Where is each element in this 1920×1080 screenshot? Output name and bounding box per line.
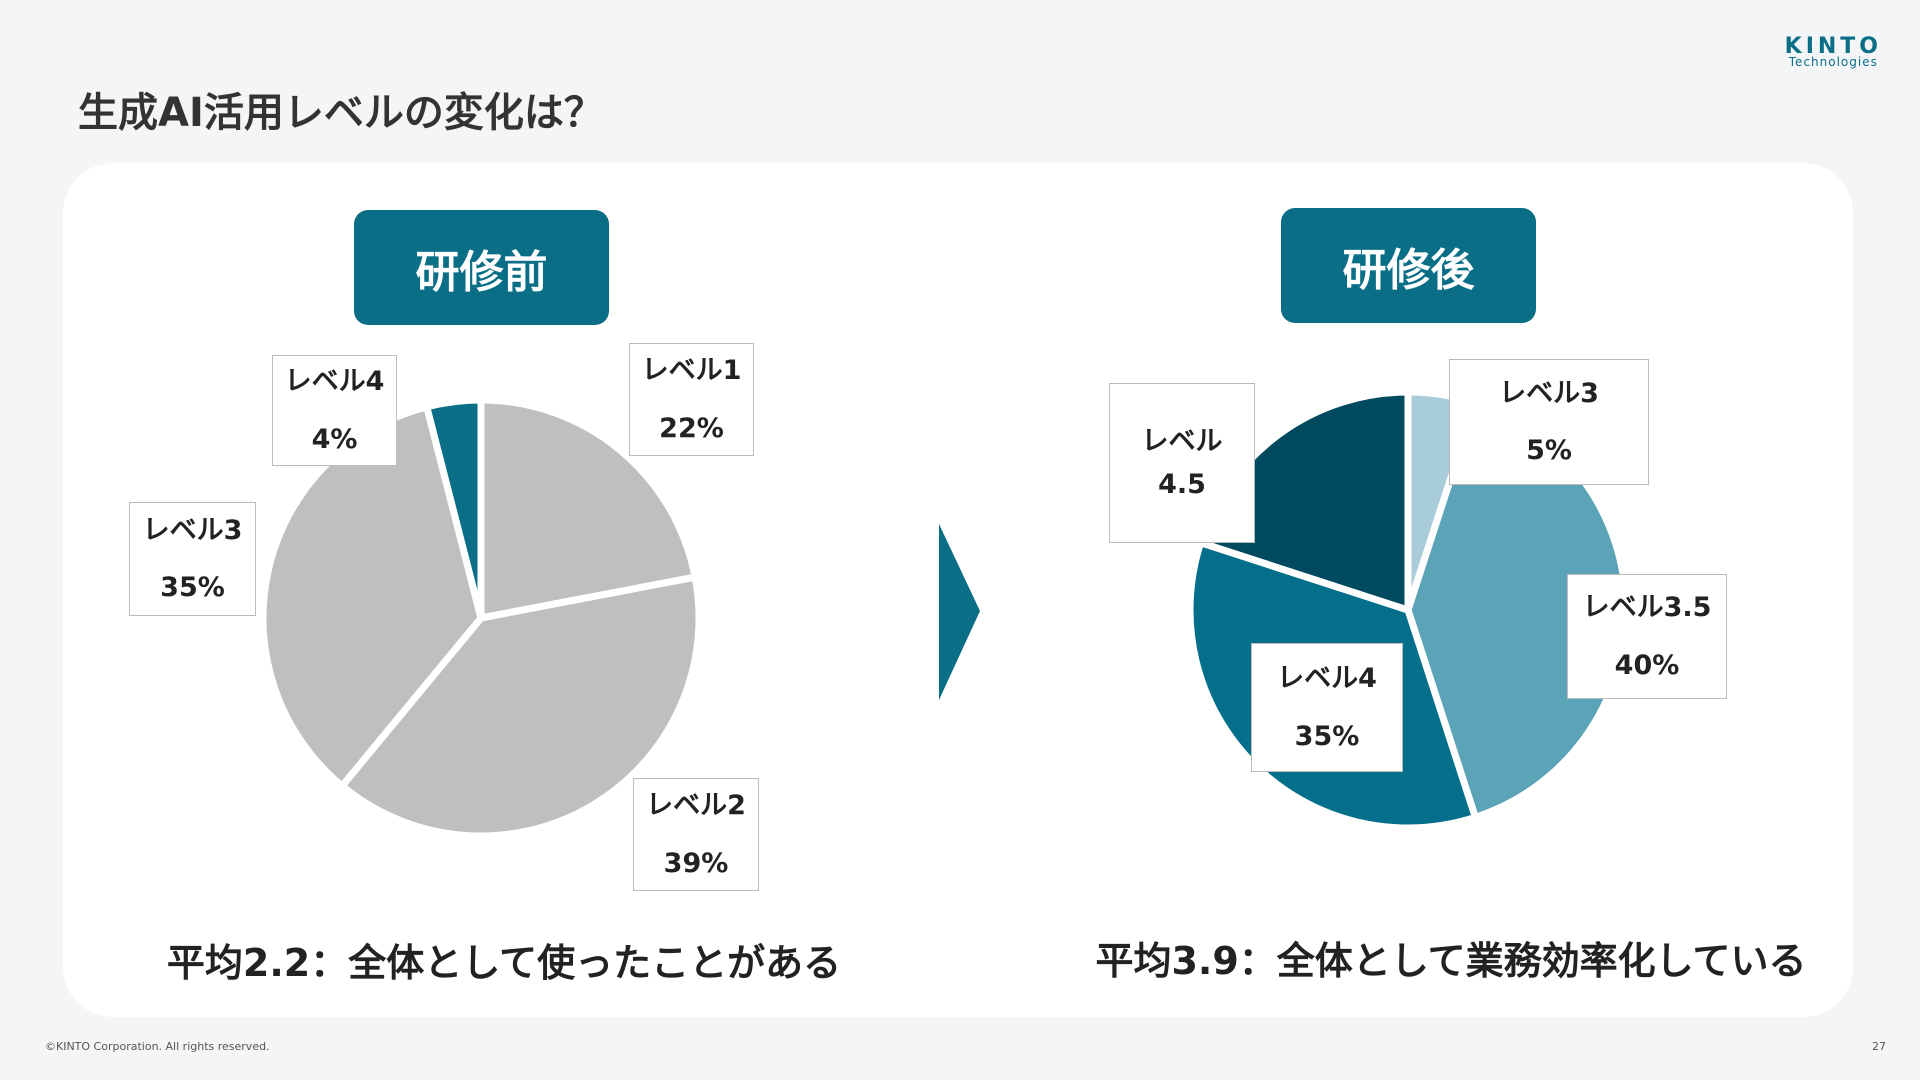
label-category: レベル3	[1499, 377, 1599, 409]
data-label: レベル4 35%	[1251, 643, 1403, 772]
data-label: レベル4 4%	[272, 355, 397, 466]
data-label: レベル3.5 40%	[1567, 574, 1727, 699]
label-value: 22%	[659, 412, 724, 444]
label-value: 35%	[1294, 720, 1360, 752]
label-value: 39%	[663, 847, 729, 879]
logo-sub: Technologies	[1788, 55, 1878, 69]
label-value: 40%	[1614, 649, 1680, 681]
chart-caption: 平均2.2：全体として使ったことがある	[166, 941, 842, 985]
page-number: 27	[1872, 1040, 1886, 1053]
chart-title: 研修後	[1281, 208, 1536, 323]
copyright: ©KINTO Corporation. All rights reserved.	[45, 1040, 270, 1053]
logo-text: KINTO	[1784, 34, 1882, 59]
data-label: レベル3 35%	[129, 502, 256, 616]
data-label: レベル3 5%	[1449, 359, 1649, 485]
data-label: レベル2 39%	[633, 778, 759, 891]
logo: KINTO Technologies	[1785, 34, 1882, 69]
label-value: 5%	[1526, 435, 1572, 466]
label-category: レベル2	[646, 790, 746, 822]
label-category: レベル 4.5	[1141, 425, 1223, 500]
pie-slice	[337, 573, 703, 840]
label-value: 35%	[160, 572, 225, 603]
label-value: 4%	[311, 423, 358, 455]
label-category: レベル3.5	[1582, 592, 1712, 624]
data-label: レベル 4.5	[1109, 383, 1255, 543]
label-category: レベル3	[142, 514, 243, 546]
label-category: レベル4	[1277, 663, 1377, 695]
chart-title: 研修前	[354, 210, 609, 325]
label-category: レベル4	[284, 366, 385, 398]
pie-slice	[477, 396, 700, 623]
page-title: 生成AI活用レベルの変化は？	[78, 90, 604, 136]
arrow	[939, 524, 980, 700]
data-label: レベル1 22%	[629, 343, 754, 456]
chart-caption: 平均3.9：全体として業務効率化している	[1095, 939, 1807, 983]
pie-slice	[422, 396, 485, 619]
label-category: レベル1	[641, 355, 742, 387]
